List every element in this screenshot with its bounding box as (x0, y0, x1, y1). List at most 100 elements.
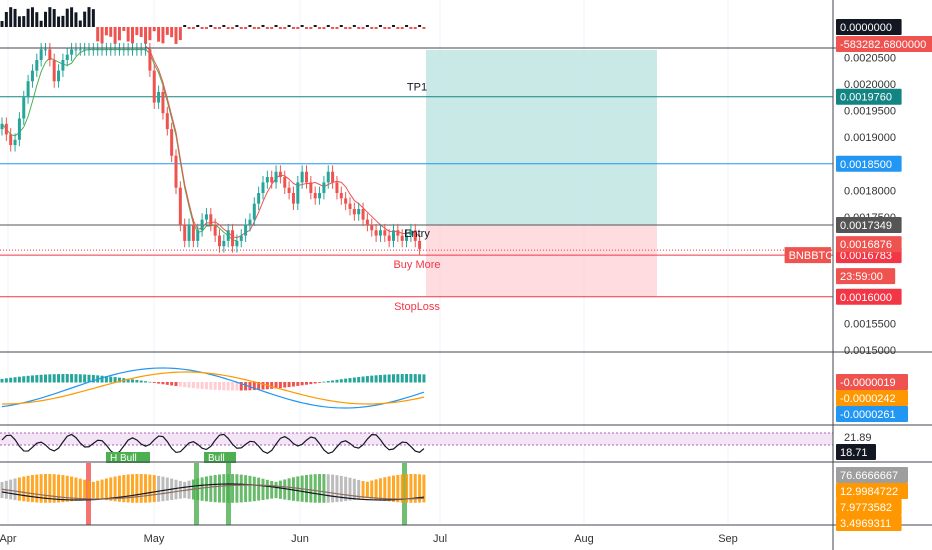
top-histogram-bar (52, 9, 56, 28)
macd-histogram-bar (52, 374, 56, 383)
bottom-histogram-bar (39, 474, 43, 503)
top-histogram-bar (113, 27, 117, 44)
macd-histogram-bar (22, 376, 26, 383)
bottom-histogram-bar (218, 474, 221, 503)
bottom-histogram-bar (418, 474, 422, 503)
bottom-histogram-bar (22, 476, 26, 502)
time-axis-tick: Jun (291, 533, 309, 545)
macd-histogram-bar (218, 382, 221, 391)
bottom-histogram-bar (313, 474, 317, 503)
macd-histogram-bar (83, 374, 87, 383)
bottom-histogram-bar (291, 477, 295, 501)
top-histogram-bar (335, 27, 339, 29)
price-tag-label: 18.71 (840, 447, 868, 459)
candle-body (48, 49, 52, 60)
macd-histogram-bar (57, 374, 61, 383)
candle-body (335, 182, 339, 194)
time-axis-tick: Sep (718, 533, 738, 545)
macd-histogram-bar (300, 382, 304, 386)
candle-body (170, 129, 174, 156)
bottom-histogram-bar (26, 475, 30, 502)
top-histogram-bar (131, 27, 134, 44)
candle-body (365, 219, 369, 225)
bottom-histogram-bar (61, 475, 65, 503)
price-tag-label: 76.6666667 (840, 470, 898, 482)
top-histogram-bar (239, 27, 243, 29)
bottom-histogram-bar (91, 481, 95, 499)
candle-body (378, 230, 382, 236)
bottom-histogram-bar (331, 474, 335, 503)
price-axis-tick: 0.0019000 (844, 132, 896, 144)
macd-histogram-bar (274, 382, 278, 389)
top-histogram-bar (196, 25, 200, 27)
profit-target-zone[interactable] (426, 50, 657, 225)
price-axis-tick: 0.0018000 (844, 185, 896, 197)
top-histogram-bar (165, 27, 169, 35)
bottom-histogram-bar (405, 474, 409, 503)
top-histogram-bar (170, 27, 174, 38)
price-axis[interactable]: 0.0020500 0.0020000 0.0019500 0.0019000 0.00… (844, 52, 896, 357)
price-tag (836, 88, 902, 105)
macd-histogram-bar (322, 381, 326, 383)
oscillator-axis-label: 21.89 (844, 432, 872, 444)
top-histogram-bar (30, 7, 34, 28)
top-histogram-bar (17, 16, 21, 27)
macd-histogram-bar (30, 375, 34, 383)
stop-risk-zone[interactable] (426, 224, 657, 297)
time-axis[interactable]: Apr May Jun Jul Aug Sep (0, 533, 738, 545)
candle-body (52, 59, 56, 82)
bottom-histogram-bar (96, 480, 100, 499)
candle-body (183, 224, 187, 241)
candle-body (144, 49, 148, 51)
candle-body (126, 49, 130, 51)
top-histogram-bar (74, 12, 78, 27)
candle-body (91, 49, 95, 51)
price-pane[interactable]: TP1 Entry Buy More StopLoss (0, 42, 833, 313)
top-histogram-bar (339, 25, 343, 27)
macd-histogram-bar (39, 374, 43, 383)
macd-histogram-bar (257, 382, 261, 390)
candle-body (57, 70, 61, 82)
candle-body (61, 59, 65, 71)
top-histogram-bar (226, 27, 230, 29)
macd-histogram-bar (261, 382, 265, 390)
macd-histogram-bar (313, 382, 317, 384)
candle-body (139, 49, 143, 51)
top-histogram-bar (26, 8, 30, 27)
top-histogram-bar (126, 27, 130, 42)
macd-histogram-bar (135, 379, 139, 383)
candle-body (348, 203, 352, 209)
top-histogram-bar (396, 27, 400, 29)
macd-histogram-bar (9, 377, 13, 383)
top-histogram-bar (22, 16, 26, 27)
bottom-histogram-bar (152, 475, 156, 503)
axis-price-tags: 0.0000000 -583282.6800000 0.0019760 0.00185… (784, 19, 932, 531)
candle-body (35, 59, 39, 71)
macd-histogram-bar (222, 382, 226, 391)
bottom-histogram-bar (239, 474, 243, 503)
candle-body (191, 224, 195, 241)
top-histogram-bar (231, 27, 235, 29)
bottom-histogram-bar (113, 476, 117, 502)
price-tag (836, 444, 876, 460)
top-histogram-bar (65, 8, 69, 27)
top-histogram-bar (409, 27, 413, 29)
macd-histogram-bar (278, 382, 282, 389)
candle-body (274, 171, 278, 183)
candle-body (196, 230, 200, 241)
bottom-histogram-bar (9, 479, 13, 500)
price-axis-tick: 0.0020500 (844, 52, 896, 64)
candle-body (148, 49, 152, 71)
candle-body (30, 70, 34, 82)
top-histogram-bar (244, 27, 248, 29)
top-histogram-bar (70, 7, 74, 27)
candle-body (26, 81, 30, 98)
price-axis-tick: 0.0015000 (844, 345, 896, 357)
candle-body (218, 235, 221, 247)
bottom-indicator-line-2 (1, 484, 424, 500)
top-histogram-bar (318, 27, 322, 29)
price-tag-label: 0.0019760 (840, 92, 892, 104)
top-histogram-bar (274, 25, 278, 27)
